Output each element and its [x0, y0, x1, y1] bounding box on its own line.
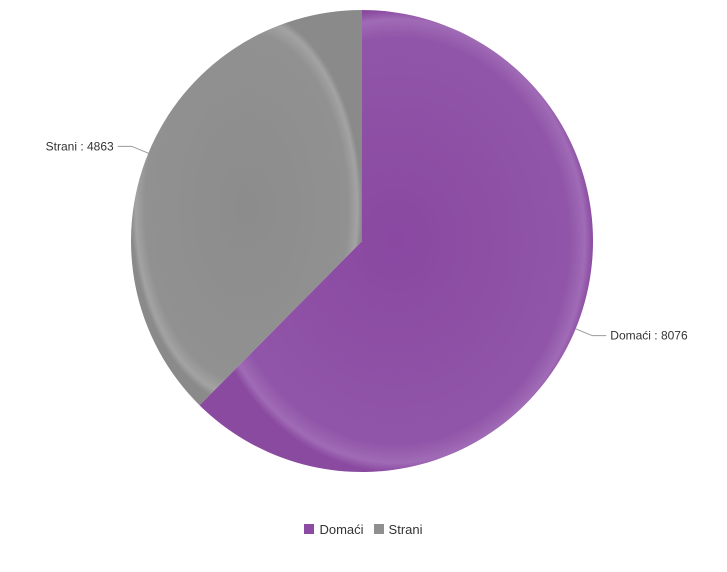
legend-item-domaci[interactable]: Domaći [304, 521, 364, 537]
legend-label-strani: Strani [388, 521, 423, 537]
data-label-connector-domaci [575, 328, 607, 337]
legend-swatch-domaci [304, 524, 315, 534]
pie-slice-domaci[interactable] [199, 10, 593, 472]
legend-item-strani[interactable]: Strani [373, 521, 423, 537]
pie-slice-strani[interactable] [131, 10, 362, 406]
legend-swatch-strani [373, 524, 384, 534]
data-label-connector-strani [117, 145, 149, 154]
pie-data-labels: Domaći : 8076 Strani : 4863 [46, 139, 688, 342]
data-label-strani: Strani : 4863 [46, 139, 114, 153]
chart-legend: Domaći Strani [0, 519, 727, 539]
data-label-domaci: Domaći : 8076 [610, 329, 688, 343]
pie-slices [131, 10, 593, 472]
legend-label-domaci: Domaći [319, 521, 364, 537]
